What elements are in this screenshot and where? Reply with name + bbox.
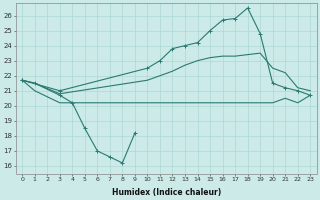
X-axis label: Humidex (Indice chaleur): Humidex (Indice chaleur): [112, 188, 221, 197]
